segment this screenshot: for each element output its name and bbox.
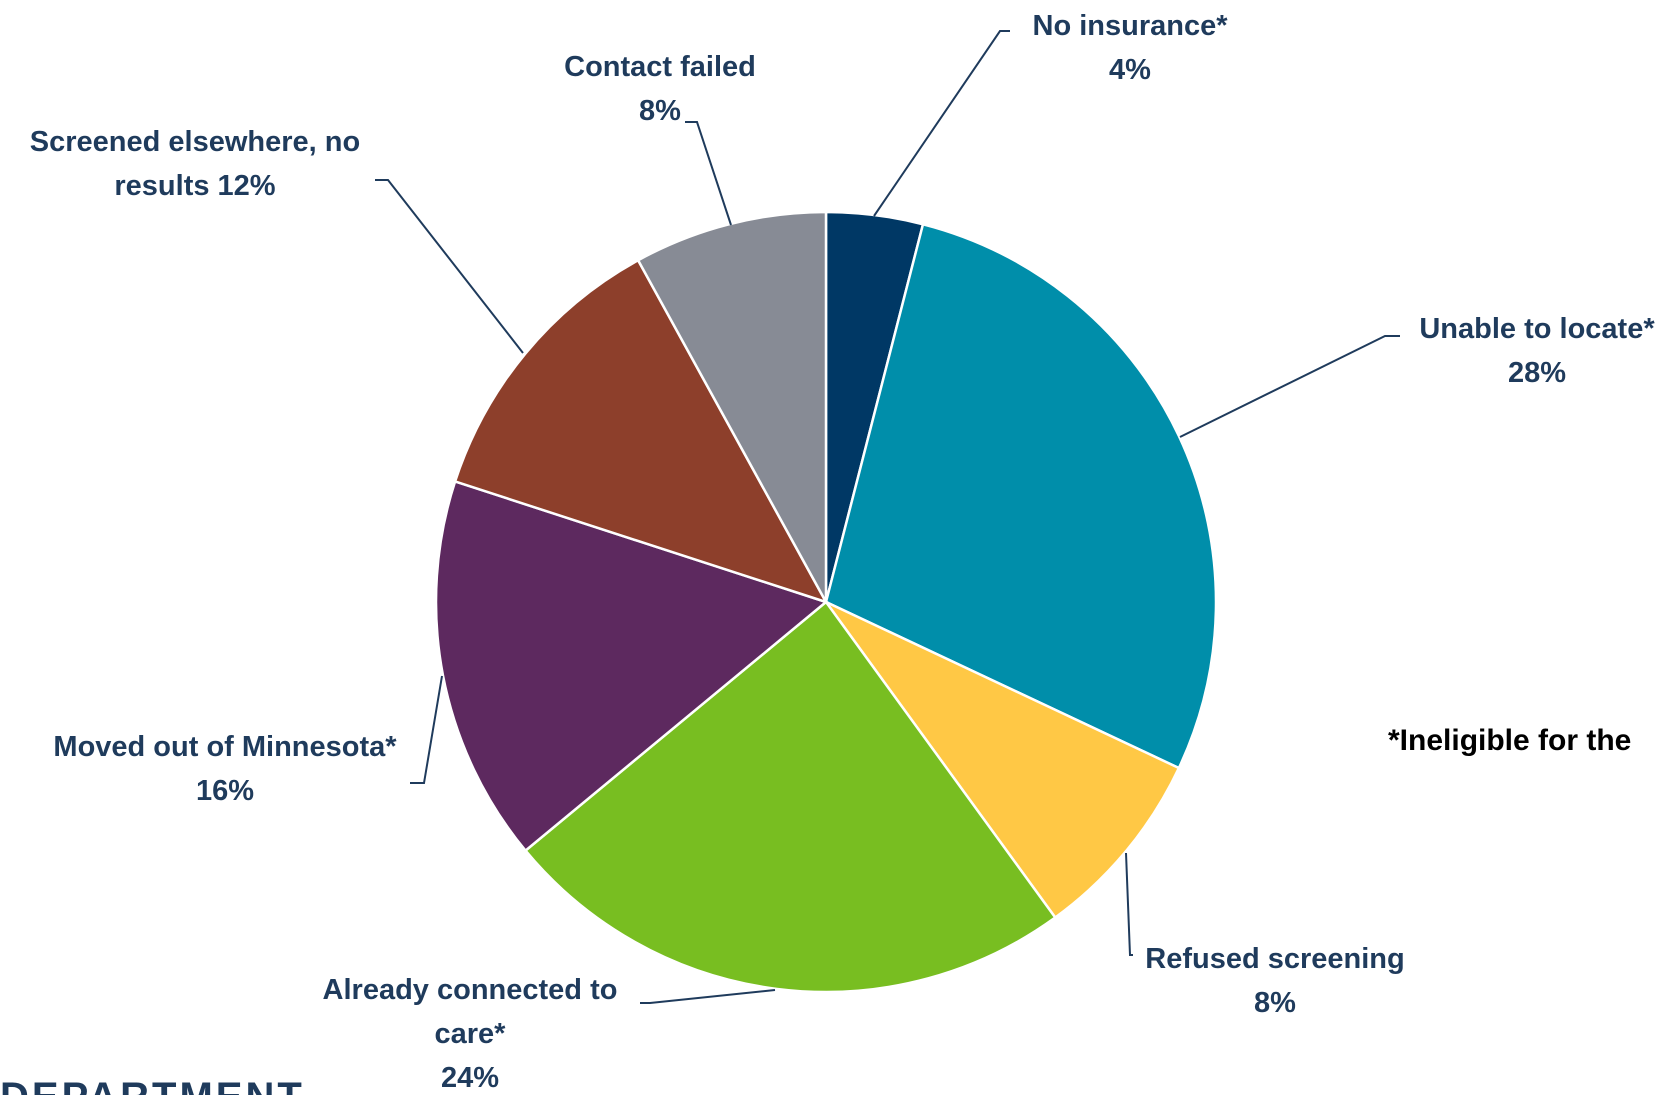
pie-slice — [824, 222, 1218, 770]
slice-label-line: Screened elsewhere, no — [30, 126, 360, 158]
pie-slices — [434, 210, 1218, 994]
leader-line — [375, 179, 524, 354]
slice-labels: No insurance* 4% Unable to locate* 28% Refus… — [30, 10, 1656, 1094]
slice-label: Already connected to care* 24% — [323, 974, 618, 1094]
slice-label-line: 8% — [1254, 987, 1296, 1019]
slice-label-line: 4% — [1109, 54, 1151, 86]
slice-label-line: 28% — [1508, 357, 1566, 389]
slice-label-line: results 12% — [114, 170, 275, 202]
slice-label-line: Moved out of Minnesota* — [53, 731, 397, 763]
leader-line — [1179, 335, 1400, 438]
slice-label-line: Already connected to — [323, 974, 618, 1006]
slice-label-line: No insurance* — [1033, 10, 1229, 42]
slice-label: Moved out of Minnesota* 16% — [53, 731, 397, 807]
slice-label-line: 8% — [639, 95, 681, 127]
slice-label-line: Refused screening — [1145, 943, 1404, 975]
slice-label: Contact failed 8% — [564, 51, 756, 127]
slice-label-line: 24% — [441, 1062, 499, 1094]
pie-slice — [453, 258, 829, 605]
slice-label: Unable to locate* 28% — [1419, 313, 1655, 389]
leader-line — [873, 30, 1010, 217]
pie-slice — [636, 210, 828, 603]
leader-line — [410, 675, 443, 784]
slice-label: No insurance* 4% — [1033, 10, 1229, 86]
leader-lines — [375, 30, 1400, 1004]
leader-line — [1125, 852, 1133, 956]
leader-line — [640, 989, 776, 1004]
slice-label-line: Unable to locate* — [1419, 313, 1655, 345]
pie-slice — [824, 600, 1181, 920]
footer-department-text: DEPARTMENT — [0, 1075, 305, 1095]
slice-label-line: care* — [435, 1018, 507, 1050]
slice-label: Screened elsewhere, no results 12% — [30, 126, 360, 202]
slice-label-line: Contact failed — [564, 51, 756, 83]
pie-slice — [434, 479, 829, 853]
footnote: *Ineligible for the — [1388, 724, 1631, 757]
pie-slice — [523, 600, 1057, 994]
slice-label-line: 16% — [196, 775, 254, 807]
leader-line — [685, 121, 732, 226]
slice-label: Refused screening 8% — [1145, 943, 1404, 1019]
